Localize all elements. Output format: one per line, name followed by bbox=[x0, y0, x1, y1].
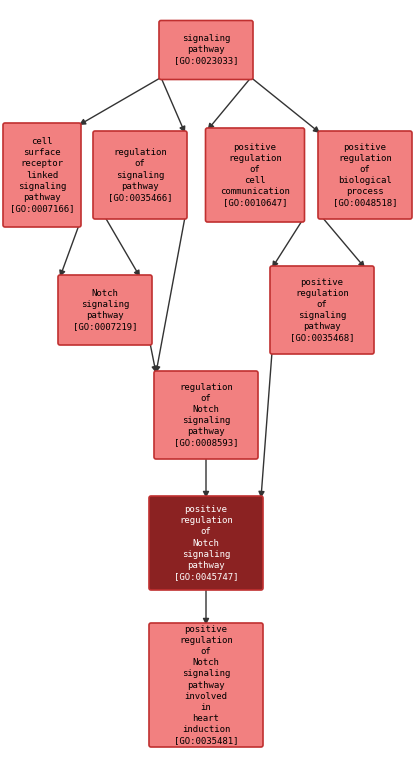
Text: positive
regulation
of
biological
process
[GO:0048518]: positive regulation of biological proces… bbox=[333, 142, 397, 207]
FancyBboxPatch shape bbox=[58, 275, 152, 345]
Text: regulation
of
Notch
signaling
pathway
[GO:0008593]: regulation of Notch signaling pathway [G… bbox=[174, 383, 238, 447]
FancyBboxPatch shape bbox=[159, 21, 253, 79]
Text: positive
regulation
of
cell
communication
[GO:0010647]: positive regulation of cell communicatio… bbox=[220, 142, 290, 207]
Text: signaling
pathway
[GO:0023033]: signaling pathway [GO:0023033] bbox=[174, 34, 238, 66]
Text: positive
regulation
of
signaling
pathway
[GO:0035468]: positive regulation of signaling pathway… bbox=[290, 278, 354, 342]
Text: cell
surface
receptor
linked
signaling
pathway
[GO:0007166]: cell surface receptor linked signaling p… bbox=[10, 137, 74, 213]
FancyBboxPatch shape bbox=[154, 371, 258, 459]
FancyBboxPatch shape bbox=[318, 131, 412, 219]
FancyBboxPatch shape bbox=[206, 128, 304, 222]
Text: Notch
signaling
pathway
[GO:0007219]: Notch signaling pathway [GO:0007219] bbox=[73, 289, 137, 331]
FancyBboxPatch shape bbox=[149, 496, 263, 590]
Text: regulation
of
signaling
pathway
[GO:0035466]: regulation of signaling pathway [GO:0035… bbox=[108, 149, 172, 202]
FancyBboxPatch shape bbox=[3, 123, 81, 227]
Text: positive
regulation
of
Notch
signaling
pathway
involved
in
heart
induction
[GO:0: positive regulation of Notch signaling p… bbox=[174, 625, 238, 745]
FancyBboxPatch shape bbox=[93, 131, 187, 219]
Text: positive
regulation
of
Notch
signaling
pathway
[GO:0045747]: positive regulation of Notch signaling p… bbox=[174, 505, 238, 581]
FancyBboxPatch shape bbox=[270, 266, 374, 354]
FancyBboxPatch shape bbox=[149, 623, 263, 747]
